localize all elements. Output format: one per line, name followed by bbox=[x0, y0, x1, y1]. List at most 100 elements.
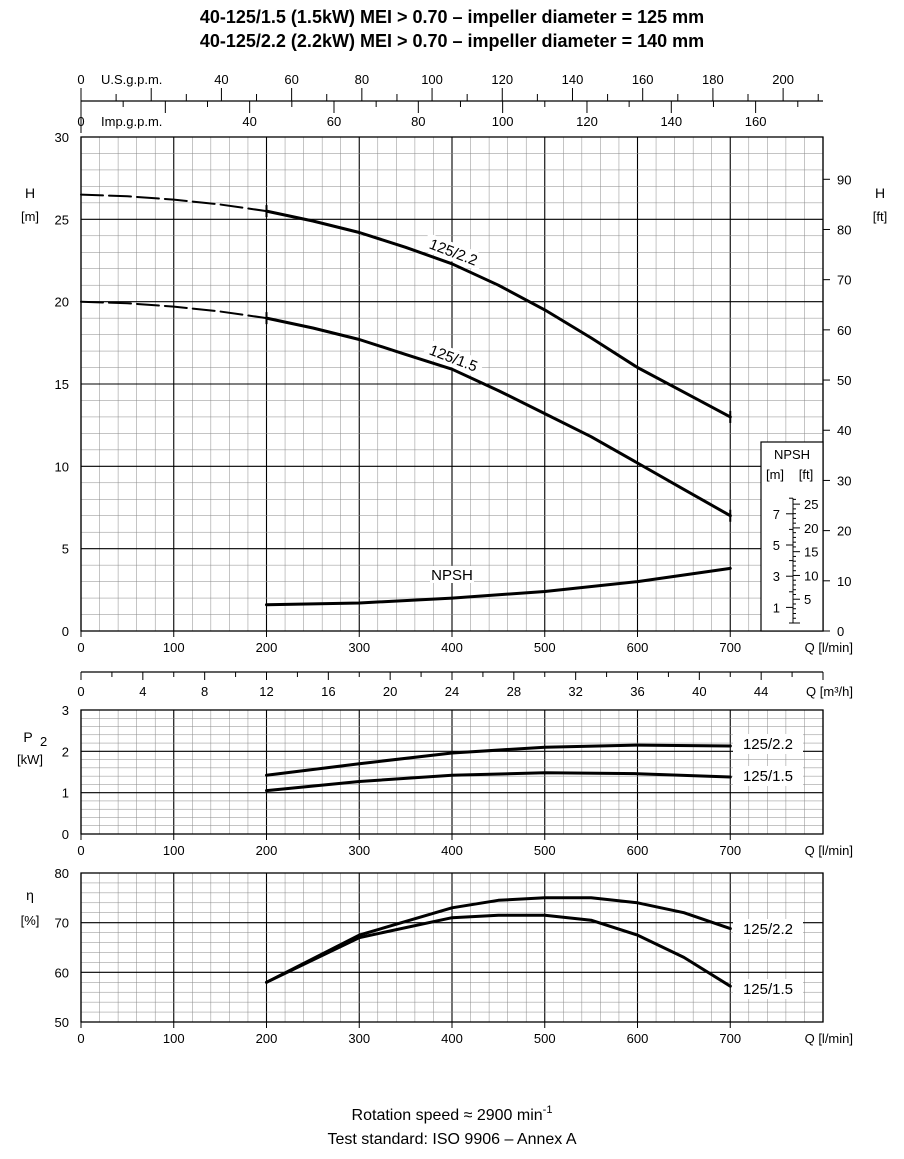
power-label-bg bbox=[733, 766, 803, 786]
npsh-inset-m-tick-label: 1 bbox=[773, 600, 780, 615]
y-tick-label: 0 bbox=[62, 827, 69, 842]
ft-tick-label: 10 bbox=[837, 574, 851, 589]
npsh-curve bbox=[265, 566, 732, 607]
npsh-inset-m-label: [m] bbox=[766, 467, 784, 482]
y-axis-label: H bbox=[25, 185, 35, 201]
head-curve-125-1.5 bbox=[265, 316, 732, 518]
impgpm-tick-label: 100 bbox=[492, 114, 514, 129]
x-axis-label: Q [l/min] bbox=[805, 640, 853, 655]
npsh-inset-ft-tick-label: 10 bbox=[804, 568, 818, 583]
x-tick-label: 200 bbox=[256, 843, 278, 858]
power-label-bg bbox=[733, 734, 803, 754]
x-tick-label: 600 bbox=[627, 843, 649, 858]
x-tick-label: 500 bbox=[534, 843, 556, 858]
x-tick-label: 200 bbox=[256, 640, 278, 655]
head-label-125-1.5-group: 125/1.5 bbox=[422, 339, 485, 378]
usgpm-tick-label: 200 bbox=[772, 72, 794, 87]
m3h-tick-label: 0 bbox=[77, 684, 84, 699]
usgpm-tick-label: 100 bbox=[421, 72, 443, 87]
x-tick-label: 0 bbox=[77, 1031, 84, 1046]
npsh-inset-ft-tick-label: 25 bbox=[804, 497, 818, 512]
impgpm-tick-label: 160 bbox=[745, 114, 767, 129]
npsh-label: NPSH bbox=[431, 567, 473, 584]
npsh-label-bg bbox=[430, 566, 474, 583]
efficiency-label-125/2.2: 125/2.2 bbox=[743, 921, 793, 938]
m3h-tick-label: 40 bbox=[692, 684, 706, 699]
efficiency-label-bg bbox=[733, 919, 803, 939]
npsh-inset-ft-tick-label: 15 bbox=[804, 545, 818, 560]
ft-tick-label: 80 bbox=[837, 222, 851, 237]
impgpm-tick-label: 120 bbox=[576, 114, 598, 129]
efficiency-panel: 50 60 70 80 0 100 200 300 400 500 600 700 Q [l/min] η… bbox=[21, 866, 853, 1046]
y-tick-label: 30 bbox=[55, 130, 69, 145]
y-tick-label: 80 bbox=[55, 866, 69, 881]
y-tick-label: 1 bbox=[62, 786, 69, 801]
impgpm-tick-label: 140 bbox=[660, 114, 682, 129]
x-tick-label: 300 bbox=[348, 1031, 370, 1046]
power-curve-125/1.5 bbox=[265, 771, 732, 793]
y-axis-unit: [%] bbox=[21, 913, 40, 928]
usgpm-tick-label: 40 bbox=[214, 72, 228, 87]
npsh-inset-header: NPSH bbox=[774, 447, 810, 462]
x-tick-label: 500 bbox=[534, 640, 556, 655]
head-label-125-1.5-bg bbox=[422, 339, 485, 378]
x-tick-label: 100 bbox=[163, 1031, 185, 1046]
y-tick-label: 3 bbox=[62, 703, 69, 718]
m3h-tick-label: 16 bbox=[321, 684, 335, 699]
y-axis-label: P bbox=[23, 729, 32, 745]
y-tick-label: 50 bbox=[55, 1015, 69, 1030]
title-line-2: 40-125/2.2 (2.2kW) MEI > 0.70 – impeller… bbox=[200, 31, 704, 51]
head-curve-125-1.5-dashed bbox=[80, 300, 268, 320]
test-standard: Test standard: ISO 9906 – Annex A bbox=[327, 1131, 576, 1148]
impgpm-axis-label: Imp.g.p.m. bbox=[101, 114, 162, 129]
npsh-inset-m-tick-label: 3 bbox=[773, 569, 780, 584]
impgpm-tick-label: 40 bbox=[242, 114, 256, 129]
m3h-tick-label: 4 bbox=[139, 684, 146, 699]
x-tick-label: 400 bbox=[441, 843, 463, 858]
efficiency-label-125/1.5: 125/1.5 bbox=[743, 981, 793, 998]
x-tick-label: 600 bbox=[627, 1031, 649, 1046]
m3h-tick-label: 8 bbox=[201, 684, 208, 699]
x-tick-label: 500 bbox=[534, 1031, 556, 1046]
m3h-tick-label: 12 bbox=[259, 684, 273, 699]
x-axis-label: Q [l/min] bbox=[805, 843, 853, 858]
m3h-axis-label: Q [m³/h] bbox=[806, 684, 853, 699]
title-line-1: 40-125/1.5 (1.5kW) MEI > 0.70 – impeller… bbox=[200, 7, 704, 27]
npsh-inset-ft-tick-label: 5 bbox=[804, 592, 811, 607]
ft-tick-label: 0 bbox=[837, 624, 844, 639]
y-tick-label: 10 bbox=[55, 459, 69, 474]
x-tick-label: 700 bbox=[719, 843, 741, 858]
x-tick-label: 700 bbox=[719, 1031, 741, 1046]
head-curve-125-2.2-dashed bbox=[80, 193, 268, 213]
power-label-125/2.2: 125/2.2 bbox=[743, 736, 793, 753]
x-tick-label: 700 bbox=[719, 640, 741, 655]
npsh-inset-m-tick-label: 5 bbox=[773, 538, 780, 553]
x-tick-label: 100 bbox=[163, 640, 185, 655]
npsh-inset-ft-tick-label: 20 bbox=[804, 521, 818, 536]
x-tick-label: 400 bbox=[441, 640, 463, 655]
y-axis-unit: [kW] bbox=[17, 752, 43, 767]
head-curve-125-2.2 bbox=[265, 209, 732, 419]
x-tick-label: 400 bbox=[441, 1031, 463, 1046]
m3h-tick-label: 36 bbox=[630, 684, 644, 699]
m3h-tick-label: 44 bbox=[754, 684, 768, 699]
usgpm-tick-label: 80 bbox=[355, 72, 369, 87]
rotation-speed: Rotation speed ≈ 2900 min-1 bbox=[352, 1104, 553, 1124]
y-tick-label: 0 bbox=[62, 624, 69, 639]
x-tick-label: 0 bbox=[77, 640, 84, 655]
y-tick-label: 25 bbox=[55, 212, 69, 227]
impgpm-tick-label: 60 bbox=[327, 114, 341, 129]
usgpm-tick-label: 140 bbox=[562, 72, 584, 87]
power-label-125/1.5: 125/1.5 bbox=[743, 768, 793, 785]
usgpm-tick-label: 60 bbox=[284, 72, 298, 87]
y-tick-label: 2 bbox=[62, 744, 69, 759]
efficiency-curve-125/2.2 bbox=[265, 896, 732, 984]
npsh-inset-ft-label: [ft] bbox=[799, 467, 813, 482]
ft-tick-label: 60 bbox=[837, 323, 851, 338]
power-curve-125/2.2 bbox=[265, 743, 732, 777]
x-tick-label: 200 bbox=[256, 1031, 278, 1046]
npsh-inset-m-tick-label: 7 bbox=[773, 507, 780, 522]
usgpm-tick-label: 120 bbox=[491, 72, 513, 87]
y-tick-label: 15 bbox=[55, 377, 69, 392]
